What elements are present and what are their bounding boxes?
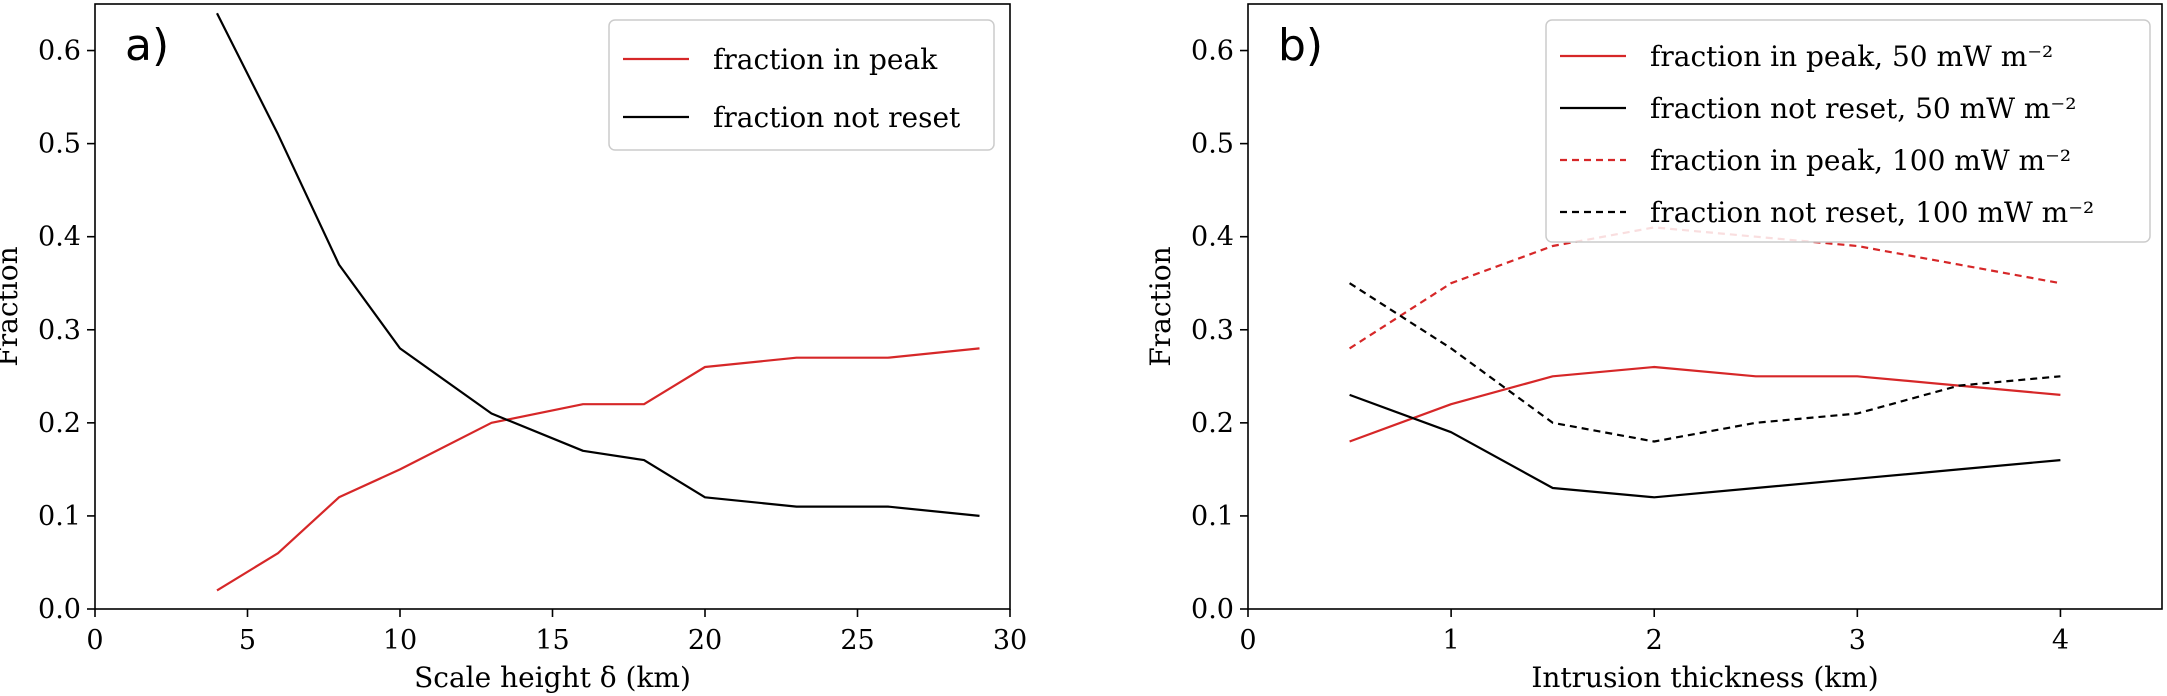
chart-panel-a: 0 5 10 15 20 25 30 0.0 0.1 0.2 0.3 0.4 0.5 0.6 Scale h… bbox=[0, 3, 1027, 694]
legend-label: fraction in peak, 50 mW m⁻² bbox=[1650, 40, 2053, 73]
x-tick-label: 0 bbox=[1239, 625, 1256, 656]
x-tick-label: 10 bbox=[383, 625, 417, 656]
y-tick-label: 0.2 bbox=[38, 408, 81, 439]
x-tick-label: 2 bbox=[1646, 625, 1663, 656]
legend-label: fraction not reset, 100 mW m⁻² bbox=[1650, 196, 2094, 229]
x-tick-label: 5 bbox=[239, 625, 256, 656]
panel-label: b) bbox=[1278, 20, 1323, 71]
series-line-1 bbox=[216, 347, 980, 592]
x-axis-label: Scale height δ (km) bbox=[414, 661, 691, 694]
chart-panel-b: 0 1 2 3 4 0.0 0.1 0.2 0.3 0.4 0.5 0.6 Intrusion thic… bbox=[1144, 3, 2163, 694]
series-line-2 bbox=[1349, 393, 2061, 499]
legend-box bbox=[1545, 19, 2151, 243]
panel-label: a) bbox=[125, 20, 169, 71]
legend: fraction in peak fraction not reset bbox=[608, 19, 995, 151]
y-tick-label: 0.0 bbox=[38, 594, 81, 625]
y-axis-label: Fraction bbox=[0, 246, 24, 366]
y-tick-label: 0.6 bbox=[1191, 36, 1234, 67]
x-tick-label: 1 bbox=[1443, 625, 1460, 656]
series-line-1 bbox=[1349, 365, 2061, 443]
series-line-3 bbox=[1349, 226, 2061, 350]
x-tick-label: 15 bbox=[535, 625, 569, 656]
x-tick-label: 25 bbox=[840, 625, 874, 656]
x-tick-label: 3 bbox=[1849, 625, 1866, 656]
y-tick-label: 0.5 bbox=[38, 129, 81, 160]
legend-label: fraction in peak, 100 mW m⁻² bbox=[1650, 144, 2071, 177]
plot-frame bbox=[1247, 3, 2163, 610]
y-tick-label: 0.2 bbox=[1191, 408, 1234, 439]
y-tick-label: 0.4 bbox=[38, 222, 81, 253]
y-tick-label: 0.0 bbox=[1191, 594, 1234, 625]
y-tick-label: 0.1 bbox=[1191, 501, 1234, 532]
y-tick-label: 0.3 bbox=[38, 315, 81, 346]
x-axis-label: Intrusion thickness (km) bbox=[1531, 661, 1878, 694]
x-tick-label: 30 bbox=[993, 625, 1027, 656]
x-tick-label: 0 bbox=[86, 625, 103, 656]
series-lines bbox=[216, 12, 980, 592]
y-axis-label: Fraction bbox=[1144, 246, 1177, 366]
series-line-4 bbox=[1349, 282, 2061, 443]
y-tick-label: 0.5 bbox=[1191, 129, 1234, 160]
legend-label: fraction not reset, 50 mW m⁻² bbox=[1650, 92, 2076, 125]
legend-label: fraction in peak bbox=[713, 43, 938, 76]
y-tick-label: 0.4 bbox=[1191, 222, 1234, 253]
legend: fraction in peak, 50 mW m⁻² fraction not … bbox=[1545, 19, 2151, 243]
x-tick-label: 4 bbox=[2052, 625, 2069, 656]
y-tick-label: 0.3 bbox=[1191, 315, 1234, 346]
legend-box bbox=[608, 19, 995, 151]
x-tick-label: 20 bbox=[688, 625, 722, 656]
series-lines bbox=[1349, 226, 2061, 499]
legend-label: fraction not reset bbox=[713, 101, 961, 134]
series-line-2 bbox=[216, 12, 980, 517]
y-tick-label: 0.6 bbox=[38, 36, 81, 67]
y-tick-label: 0.1 bbox=[38, 501, 81, 532]
